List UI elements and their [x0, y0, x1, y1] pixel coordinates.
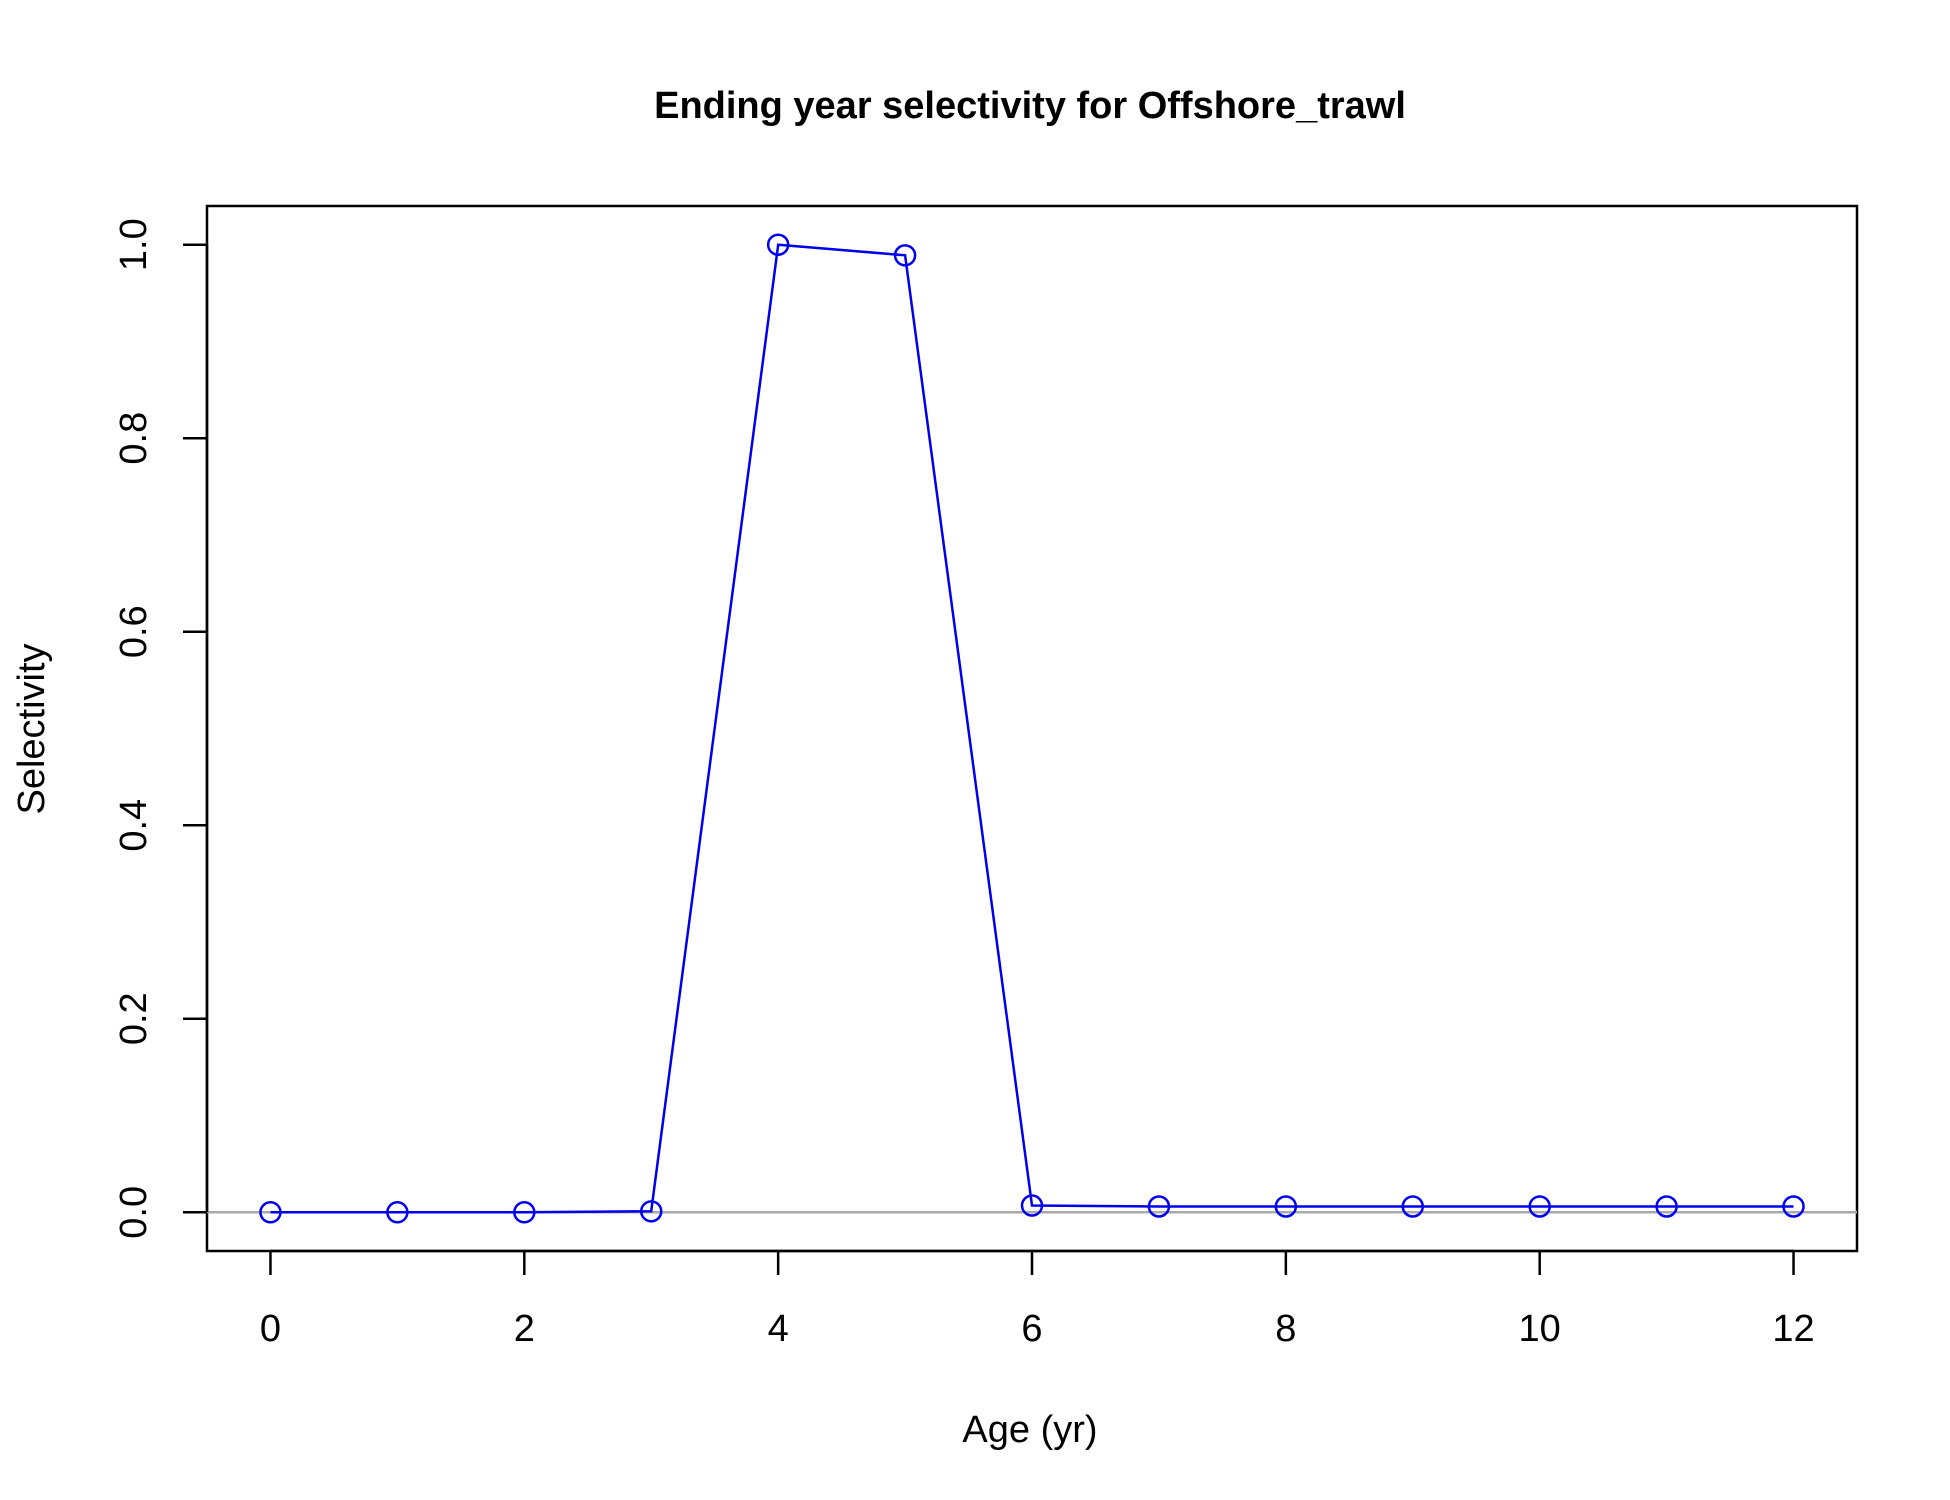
y-axis-label: Selectivity [11, 643, 53, 814]
data-point [766, 233, 790, 256]
data-point [1528, 1195, 1551, 1218]
y-tick-label: 0.2 [113, 992, 155, 1045]
x-tick-label: 12 [1772, 1308, 1814, 1350]
x-tick-label: 4 [768, 1308, 789, 1350]
x-tick-label: 8 [1275, 1308, 1296, 1350]
chart-title: Ending year selectivity for Offshore_tra… [654, 85, 1406, 127]
series-line [270, 243, 1794, 1214]
y-axis: 0.0 0.2 0.4 0.6 0.8 1.0 [113, 218, 209, 1239]
y-tick-label: 0.4 [113, 799, 155, 852]
data-point [639, 1200, 663, 1223]
data-point [1655, 1195, 1678, 1218]
data-point [259, 1201, 282, 1224]
data-point [1782, 1195, 1805, 1218]
y-tick-label: 0.8 [113, 412, 155, 465]
data-point [1147, 1195, 1171, 1218]
series-layer [259, 233, 1805, 1224]
y-tick-label: 1.0 [113, 218, 155, 271]
x-axis-label: Age (yr) [962, 1409, 1097, 1451]
data-point [386, 1201, 409, 1224]
x-tick-label: 6 [1021, 1308, 1042, 1350]
x-axis: 0 2 4 6 8 10 12 [260, 1249, 1815, 1350]
data-point [513, 1201, 536, 1224]
x-tick-label: 10 [1519, 1308, 1561, 1350]
y-tick-label: 0.0 [113, 1186, 155, 1239]
x-tick-label: 0 [260, 1308, 281, 1350]
data-point [1020, 1194, 1044, 1217]
data-point [1274, 1195, 1298, 1218]
data-point [893, 244, 917, 267]
data-point [1401, 1195, 1425, 1218]
y-tick-label: 0.6 [113, 605, 155, 658]
plot-frame [205, 204, 1859, 1253]
x-tick-label: 2 [514, 1308, 535, 1350]
